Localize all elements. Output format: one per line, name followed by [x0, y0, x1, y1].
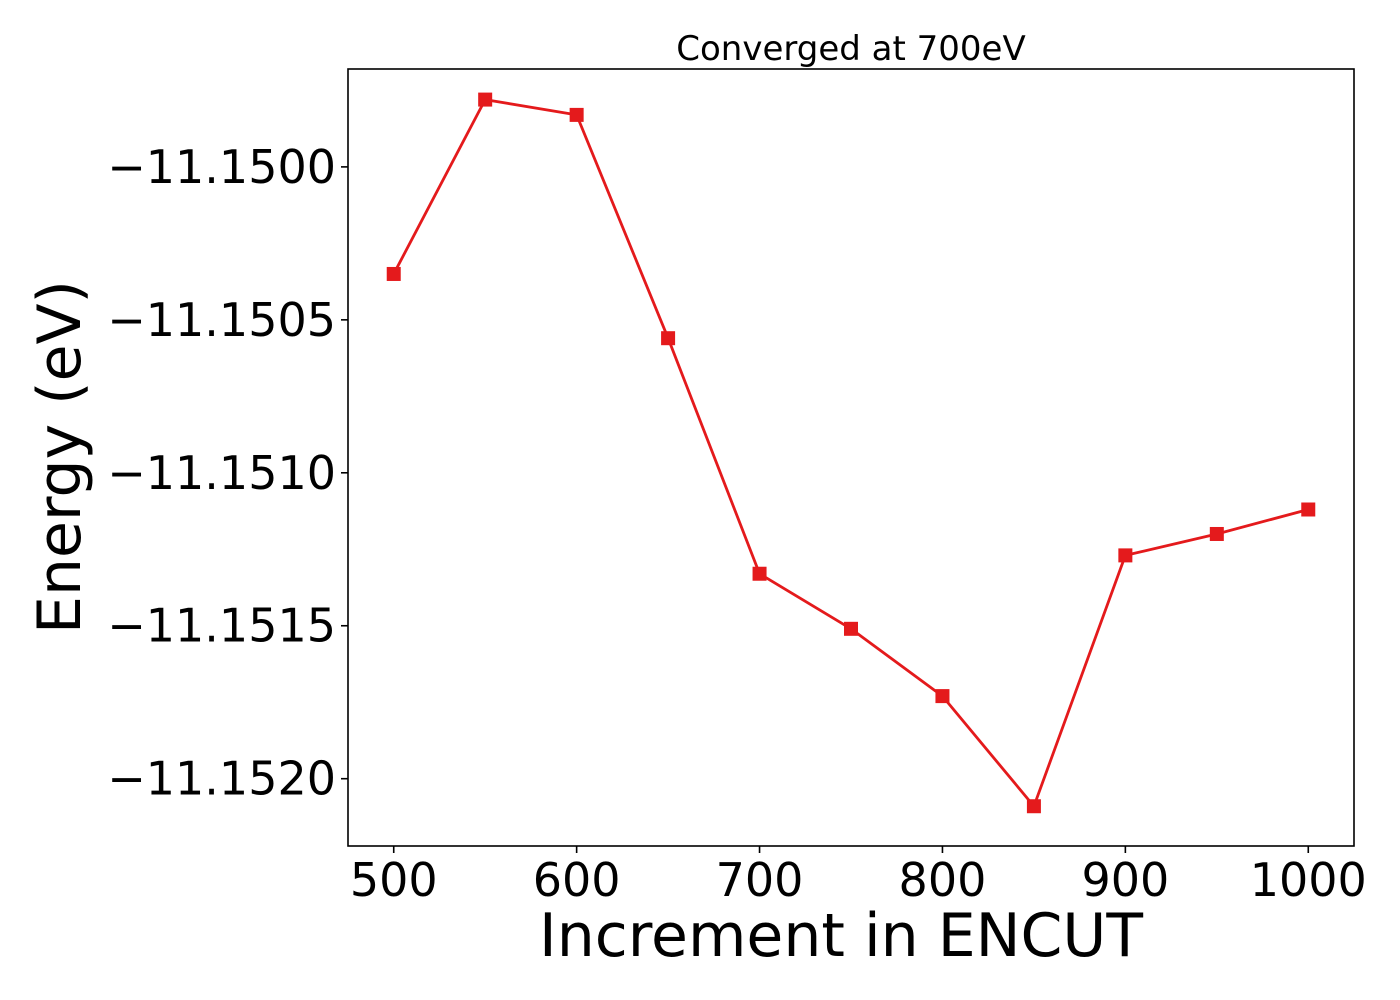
data-point-marker: [1026, 799, 1041, 814]
x-axis-ticks: 500 600 700 800 900 1000: [350, 846, 1367, 907]
series-line: [392, 98, 1309, 808]
y-tick-label: −11.1500: [107, 140, 336, 194]
data-point-marker: [386, 266, 401, 281]
x-tick-label: 800: [899, 853, 987, 907]
y-axis-label: Energy (eV): [25, 280, 95, 634]
data-point-marker: [752, 566, 767, 581]
y-axis-ticks: −11.1500 −11.1505 −11.1510 −11.1515 −11.1520: [107, 140, 348, 806]
x-tick-label: 600: [533, 853, 621, 907]
series-layer: [386, 92, 1316, 814]
data-point-marker: [1209, 526, 1224, 541]
x-axis-label: Increment in ENCUT: [539, 901, 1143, 971]
y-tick-label: −11.1520: [107, 752, 336, 806]
data-point-marker: [661, 331, 676, 346]
x-tick-label: 900: [1081, 853, 1169, 907]
y-tick-label: −11.1515: [107, 599, 336, 653]
y-tick-label: −11.1510: [107, 446, 336, 500]
data-point-marker: [478, 92, 493, 107]
data-point-marker: [844, 621, 858, 636]
x-tick-label: 1000: [1250, 853, 1367, 907]
x-tick-label: 700: [716, 853, 804, 907]
data-point-marker: [1118, 548, 1133, 563]
plot-frame: [347, 68, 1355, 847]
data-point-marker: [569, 107, 584, 122]
data-point-marker: [935, 689, 950, 704]
y-tick-label: −11.1505: [107, 293, 336, 347]
x-tick-label: 500: [350, 853, 438, 907]
chart-title: Converged at 700eV: [676, 29, 1025, 69]
data-point-marker: [1301, 502, 1316, 517]
